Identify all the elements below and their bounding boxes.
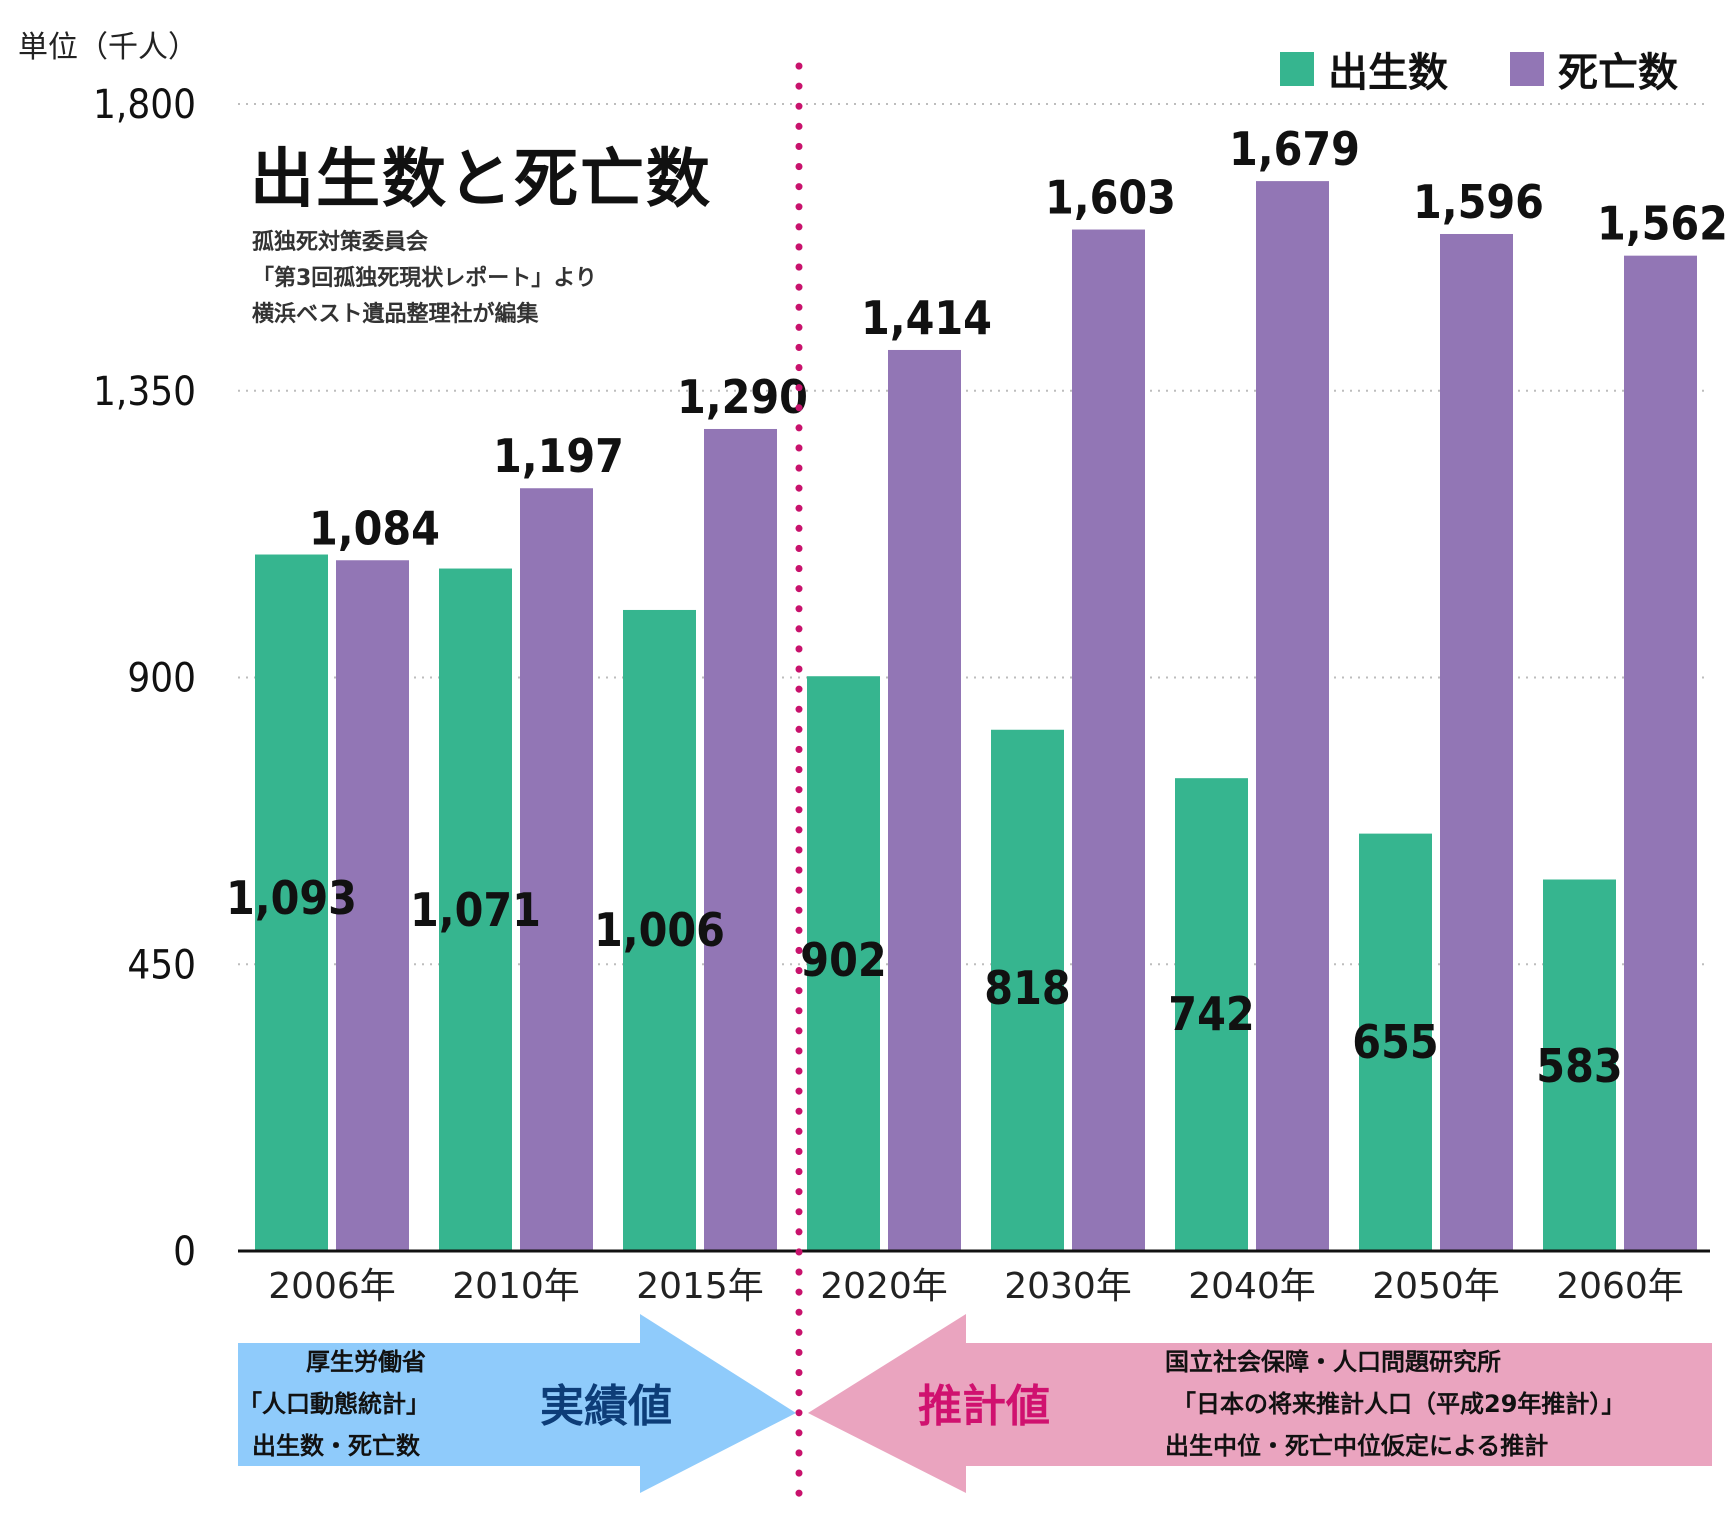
data-label-births: 655	[1352, 1015, 1438, 1069]
data-label-deaths: 1,596	[1413, 175, 1544, 229]
legend-label-death: 死亡数	[1558, 50, 1678, 96]
projection-source-line-3: 出生中位・死亡中位仮定による推計	[1165, 1432, 1549, 1460]
y-tick-label: 900	[127, 656, 196, 702]
data-label-births: 1,093	[226, 871, 357, 925]
bar-deaths	[520, 488, 593, 1251]
x-tick-label: 2010年	[452, 1266, 580, 1307]
y-tick-label: 0	[173, 1229, 196, 1275]
bar-births	[623, 609, 696, 1251]
legend-swatch-death	[1510, 52, 1544, 86]
data-label-deaths: 1,290	[677, 370, 808, 424]
source-line-3: 横浜ベスト遺品整理社が編集	[252, 302, 539, 327]
legend-label-birth: 出生数	[1328, 50, 1448, 96]
bar-deaths	[1256, 181, 1329, 1251]
bar-deaths	[1072, 229, 1145, 1251]
data-label-deaths: 1,679	[1229, 122, 1360, 176]
x-tick-label: 2040年	[1188, 1266, 1316, 1307]
y-tick-label: 450	[127, 942, 196, 988]
actual-label: 実績値	[540, 1381, 672, 1432]
bar-deaths	[704, 428, 777, 1251]
bar-births	[439, 568, 512, 1251]
x-tick-label: 2060年	[1556, 1266, 1684, 1307]
x-tick-label: 2020年	[820, 1266, 948, 1307]
actual-arrow	[238, 1314, 796, 1493]
projection-source-line-2: 「日本の将来推計人口（平成29年推計）」	[1172, 1390, 1626, 1418]
bar-births	[807, 676, 880, 1251]
bar-deaths	[1624, 255, 1697, 1252]
unit-label: 単位（千人）	[18, 30, 198, 65]
data-label-deaths: 1,603	[1045, 171, 1176, 225]
x-tick-label: 2015年	[636, 1266, 764, 1307]
data-label-deaths: 1,084	[309, 501, 440, 555]
bar-deaths	[336, 560, 409, 1251]
bar-deaths	[1440, 233, 1513, 1251]
data-label-births: 1,006	[594, 903, 725, 957]
y-tick-label: 1,350	[93, 369, 196, 415]
data-label-deaths: 1,562	[1597, 197, 1728, 251]
x-tick-label: 2050年	[1372, 1266, 1500, 1307]
data-label-births: 742	[1168, 987, 1254, 1041]
data-label-births: 583	[1536, 1039, 1622, 1093]
bar-births	[991, 729, 1064, 1251]
source-line-2: 「第3回孤独死現状レポート」より	[252, 266, 597, 291]
chart-title: 出生数と死亡数	[250, 143, 712, 217]
bar-births	[255, 554, 328, 1251]
data-label-deaths: 1,414	[861, 291, 992, 345]
x-tick-label: 2006年	[268, 1266, 396, 1307]
x-tick-label: 2030年	[1004, 1266, 1132, 1307]
data-label-deaths: 1,197	[493, 429, 624, 483]
bar-deaths	[888, 349, 961, 1251]
actual-source-line-3: 出生数・死亡数	[252, 1432, 420, 1460]
data-label-births: 818	[984, 961, 1070, 1015]
y-tick-label: 1,800	[93, 82, 196, 128]
data-label-births: 1,071	[410, 883, 541, 937]
legend-item-birth: 出生数	[1280, 40, 1448, 98]
source-line-1: 孤独死対策委員会	[252, 230, 429, 255]
data-label-births: 902	[800, 933, 886, 987]
bar-births	[1543, 879, 1616, 1251]
bar-births	[1175, 778, 1248, 1251]
projection-source-line-1: 国立社会保障・人口問題研究所	[1165, 1348, 1501, 1376]
projection-label: 推計値	[918, 1381, 1050, 1432]
actual-source-line-1: 厚生労働省	[306, 1348, 426, 1376]
actual-source-line-2: 「人口動態統計」	[238, 1390, 430, 1418]
legend-swatch-birth	[1280, 52, 1314, 86]
legend-item-death: 死亡数	[1510, 40, 1678, 98]
projection-arrow	[808, 1314, 1712, 1493]
bar-births	[1359, 833, 1432, 1251]
